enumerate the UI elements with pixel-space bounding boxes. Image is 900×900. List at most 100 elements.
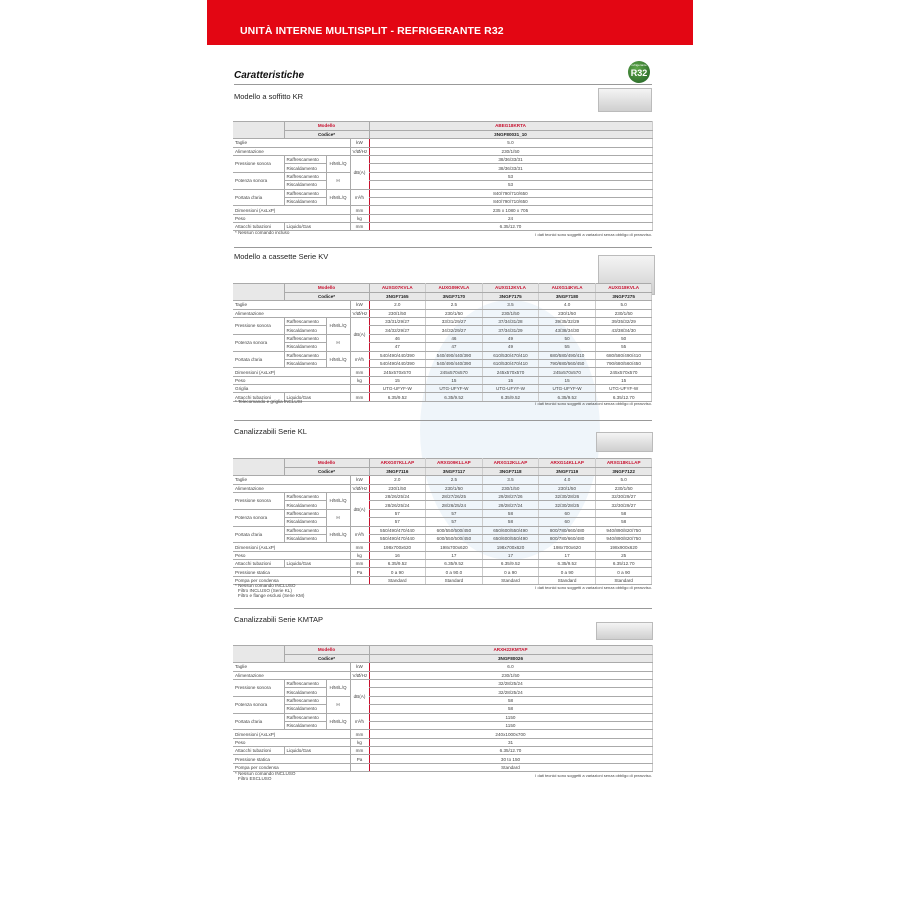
value-cell: 230/1/50: [482, 308, 540, 318]
value-cell: 230/1/50: [368, 308, 427, 318]
value-cell: 53: [368, 171, 653, 182]
row-sublabel: Raffrescamento: [284, 491, 327, 502]
value-cell: 55: [538, 342, 596, 352]
model-name: ARXG09KLLAP: [425, 458, 483, 468]
row-label: Potenza sonora: [233, 171, 285, 190]
row-sublabel: Liquido/Gas: [284, 392, 351, 402]
row-label: Peso: [233, 375, 351, 386]
row-label: Griglia: [233, 384, 351, 394]
value-cell: 0 a 90: [368, 567, 427, 577]
row-label: Dimensioni (AxLxP): [233, 542, 351, 552]
footnote-line: * Nessun comando incluso: [235, 230, 290, 235]
value-cell: 198x700x620: [538, 542, 596, 552]
row-unit: mm: [350, 367, 369, 377]
value-cell: 230/1/50: [425, 483, 483, 493]
row-label: Peso: [233, 213, 351, 224]
value-cell: 230/1/50: [595, 483, 653, 493]
row-sublabel: Raffrescamento: [284, 316, 327, 327]
table-row: Pressione sonora Raffrescamento H/M/L/Q dB(…: [233, 316, 653, 352]
row-unit: mm: [350, 542, 369, 552]
value-cell: 34/32/29/27: [425, 325, 483, 335]
value-cell: 230/1/50: [595, 308, 653, 318]
value-cell: 610/530/470/410: [482, 350, 540, 360]
value-cell: 55: [595, 342, 653, 352]
value-cell: 650/600/550/490: [482, 525, 540, 535]
value-cell: 5.0: [595, 475, 653, 485]
row-label: Pompa per condensa: [233, 762, 351, 773]
disclaimer: I dati tecnici sono soggetti a variazion…: [535, 773, 652, 778]
value-cell: 47: [425, 342, 483, 352]
table-row: Taglie kW 2.0 2.5 3.5 4.0 5.0: [233, 300, 653, 310]
row-sublabel: Raffrescamento: [284, 508, 327, 519]
value-cell: 6.35/9.52: [482, 392, 540, 402]
value-cell: 29/28/27/24: [482, 500, 540, 510]
value-cell: 6.35/9.52: [538, 392, 596, 402]
product-code: 3NGF7119: [538, 466, 596, 477]
row-sublabel: Liquido/Gas: [284, 746, 351, 756]
product-code: 3NGF80026: [368, 653, 653, 664]
value-cell: 6.35/12.70: [368, 222, 653, 232]
header-blank: [233, 644, 285, 664]
value-cell: 46: [425, 333, 483, 344]
value-cell: 33/31/29/27: [368, 316, 427, 327]
value-cell: 15: [595, 375, 653, 386]
row-label: Dimensioni (AxLxP): [233, 205, 351, 215]
table-row: Peso kg 31: [233, 737, 653, 748]
row-label: Alimentazione: [233, 308, 351, 318]
value-cell: 245x570x570: [482, 367, 540, 377]
row-label: Portata d'aria: [233, 188, 285, 207]
row-mode: H/M/L/Q: [326, 316, 351, 335]
section-title: Canalizzabili Serie KMTAP: [234, 615, 324, 624]
table-row: Pressione sonora Raffrescamento H/M/L/Q dB(…: [233, 154, 653, 190]
value-cell: 6.35/9.52: [368, 559, 427, 569]
value-cell: 28/26/25/24: [425, 500, 483, 510]
row-unit: kg: [350, 213, 369, 224]
product-code: 3NGF7175: [482, 291, 540, 302]
value-cell: 2.0: [368, 475, 427, 485]
row-unit: m³/h: [350, 350, 369, 369]
model-name: ABEG18KRTA: [368, 121, 653, 131]
value-cell: 15: [368, 375, 427, 386]
table-row: Alimentazione V/Ø/Hz 230/1/50 230/1/50 230/1…: [233, 483, 653, 493]
model-name: ARXG14KLLAP: [538, 458, 596, 468]
value-cell: 17: [538, 550, 596, 561]
product-code: 3NGF7275: [595, 291, 653, 302]
value-cell: 17: [425, 550, 483, 561]
disclaimer: I dati tecnici sono soggetti a variazion…: [535, 401, 652, 406]
value-cell: 47: [368, 342, 427, 352]
value-cell: 4.0: [538, 300, 596, 310]
header-row: Codice* 3NGF80031_10: [233, 129, 653, 140]
value-cell: 32/30/29/27: [595, 491, 653, 502]
value-cell: 0 a 90.0: [425, 567, 483, 577]
footnote: * Nessun comando INCLUSO Filtro INCLUSO (…: [235, 583, 304, 599]
table-row: Riscaldamento 53: [233, 180, 653, 190]
product-code: 3NGF7118: [482, 466, 540, 477]
value-cell: 230/1/50: [538, 483, 596, 493]
row-sublabel: Riscaldamento: [284, 687, 327, 697]
value-cell: Standard: [538, 575, 596, 586]
value-cell: 39/35/32/29: [595, 316, 653, 327]
value-cell: UTG-UFYF-W: [482, 384, 540, 394]
row-label: Alimentazione: [233, 146, 351, 156]
value-cell: 6.35/12.70: [595, 559, 653, 569]
table-row: Dimensioni (AxLxP) mm 245x570x570 245x570x5…: [233, 367, 653, 377]
row-unit: mm: [350, 392, 369, 402]
row-sublabel: Riscaldamento: [284, 533, 327, 544]
value-cell: 610/530/470/410: [482, 358, 540, 369]
value-cell: 2.5: [425, 475, 483, 485]
value-cell: 6.35/9.52: [368, 392, 427, 402]
table-row: Alimentazione V/Ø/Hz 230/1/50: [233, 670, 653, 680]
row-mode: H/M/L/Q: [326, 491, 351, 510]
value-cell: 6.35/9.52: [482, 559, 540, 569]
value-cell: 800/780/660/480: [538, 525, 596, 535]
value-cell: 198x700x620: [482, 542, 540, 552]
value-cell: 1150: [368, 720, 653, 731]
model-label: Modello: [284, 458, 370, 468]
product-code: 3NGF7117: [425, 466, 483, 477]
row-label: Pressione statica: [233, 567, 351, 577]
footnote-line: * Telecomando e griglia INCLUSI: [235, 399, 303, 404]
model-name: ARXG07KLLAP: [368, 458, 427, 468]
value-cell: 540/490/440/390: [368, 358, 427, 369]
table-row: Riscaldamento 840/790/710/650: [233, 196, 653, 207]
